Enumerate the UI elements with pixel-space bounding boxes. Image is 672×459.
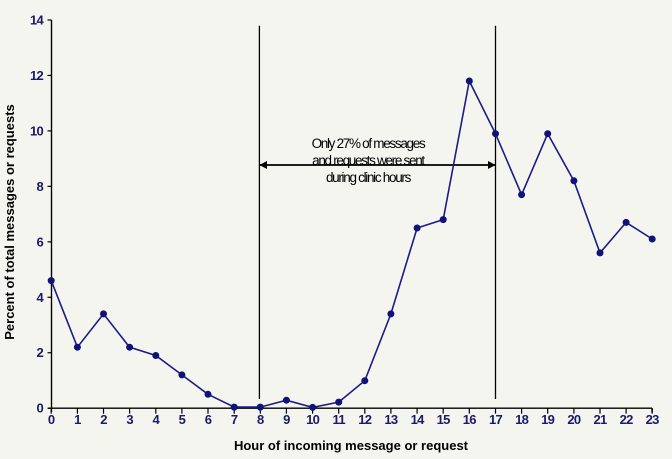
svg-text:14: 14 xyxy=(30,13,45,28)
svg-text:17: 17 xyxy=(489,412,503,427)
svg-text:0: 0 xyxy=(48,412,55,427)
svg-text:Only 27% of messages: Only 27% of messages xyxy=(312,136,426,151)
svg-text:20: 20 xyxy=(567,412,581,427)
svg-text:21: 21 xyxy=(593,412,607,427)
svg-text:12: 12 xyxy=(358,412,372,427)
svg-text:10: 10 xyxy=(306,412,320,427)
svg-text:Hour of incoming message or re: Hour of incoming message or request xyxy=(234,438,469,453)
svg-text:7: 7 xyxy=(231,412,238,427)
svg-text:2: 2 xyxy=(100,412,107,427)
svg-text:during clinic hours: during clinic hours xyxy=(326,170,412,185)
svg-text:6: 6 xyxy=(36,234,43,249)
svg-text:3: 3 xyxy=(126,412,133,427)
svg-text:19: 19 xyxy=(541,412,555,427)
svg-text:23: 23 xyxy=(646,412,660,427)
svg-text:and requests were sent: and requests were sent xyxy=(312,153,425,168)
svg-text:18: 18 xyxy=(515,412,529,427)
svg-text:8: 8 xyxy=(36,179,43,194)
svg-text:11: 11 xyxy=(333,412,346,427)
svg-text:8: 8 xyxy=(257,412,264,427)
svg-text:12: 12 xyxy=(30,68,44,83)
svg-text:9: 9 xyxy=(283,412,290,427)
svg-text:10: 10 xyxy=(30,123,44,138)
svg-text:22: 22 xyxy=(620,412,634,427)
svg-text:6: 6 xyxy=(205,412,212,427)
svg-text:Percent of total messages or r: Percent of total messages or requests xyxy=(2,104,17,340)
svg-text:13: 13 xyxy=(384,412,398,427)
svg-text:14: 14 xyxy=(411,412,426,427)
svg-text:5: 5 xyxy=(179,412,186,427)
svg-text:15: 15 xyxy=(437,412,451,427)
svg-text:0: 0 xyxy=(36,401,43,416)
svg-text:16: 16 xyxy=(463,412,477,427)
svg-text:2: 2 xyxy=(36,345,43,360)
svg-text:1: 1 xyxy=(74,412,81,427)
